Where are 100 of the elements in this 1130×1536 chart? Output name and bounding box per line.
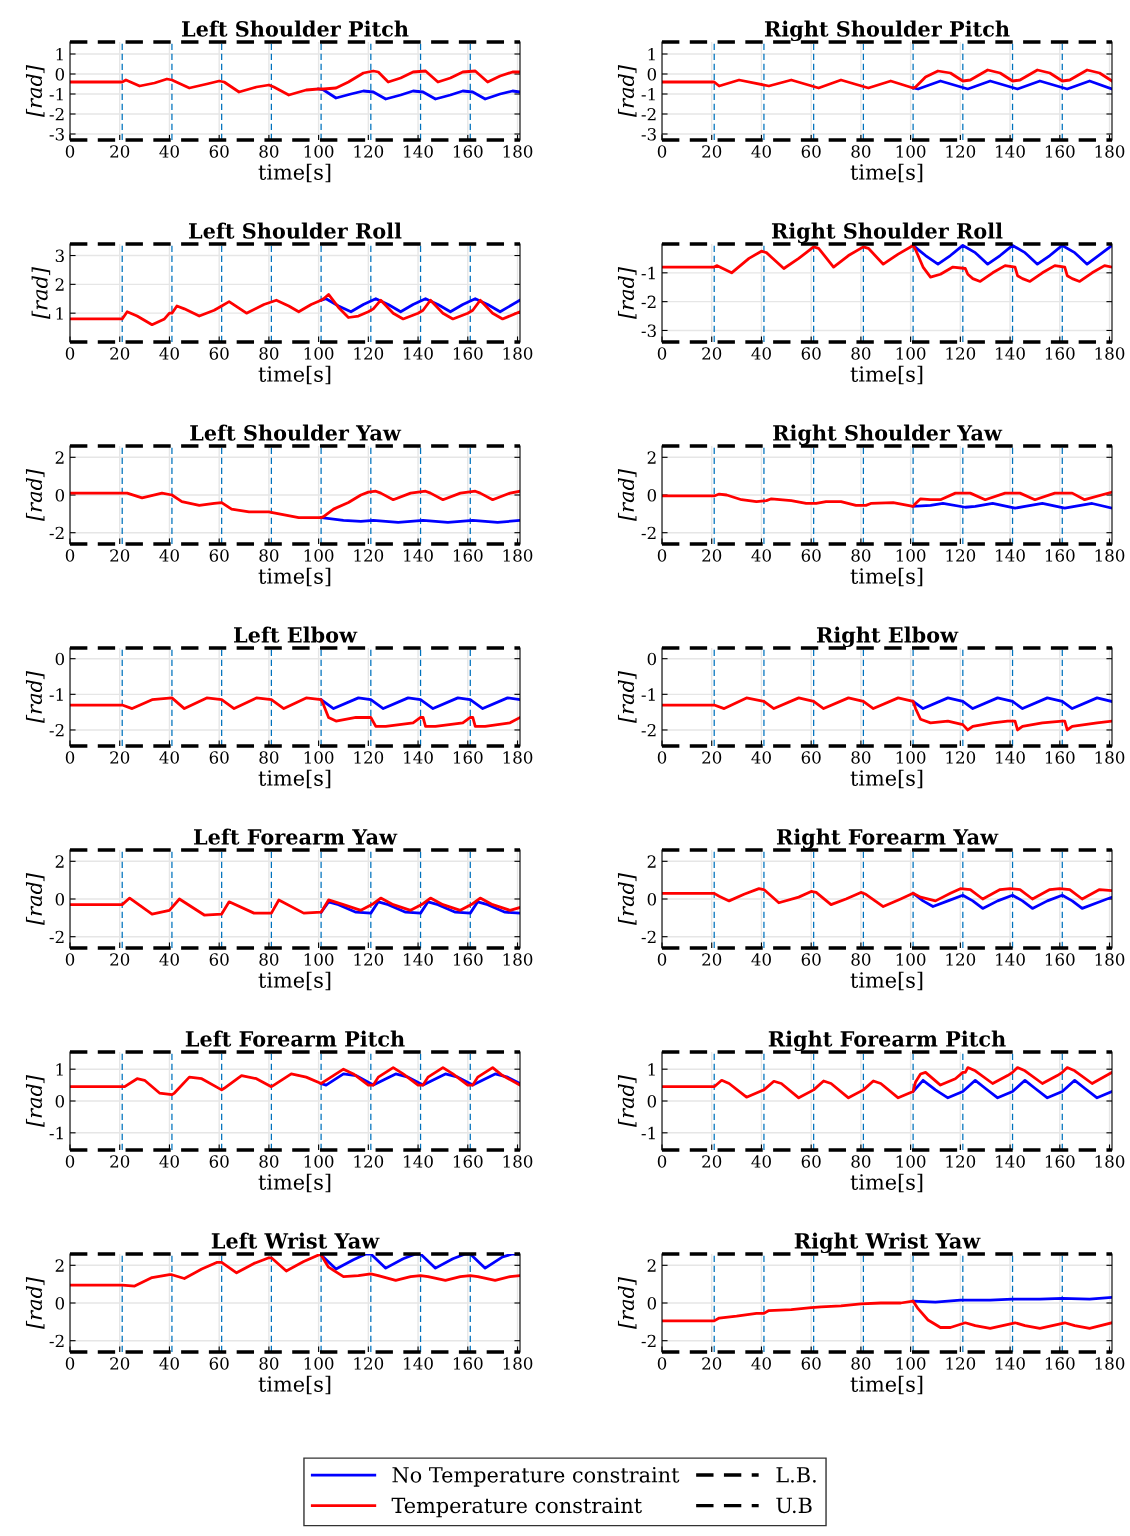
y-tick-label: 0 <box>55 67 65 81</box>
x-tick-label: 100 <box>304 347 334 360</box>
line-series <box>70 69 520 97</box>
x-tick-label: 20 <box>110 1357 130 1370</box>
y-axis-title: [rad] <box>25 872 45 925</box>
y-axis-title: [rad] <box>617 670 637 723</box>
x-tick-label: 100 <box>896 953 926 966</box>
x-tick-label: 100 <box>896 1357 926 1370</box>
x-tick-label: 20 <box>702 953 722 966</box>
x-tick-label: 20 <box>110 751 130 764</box>
legend-label: L.B. <box>776 1467 816 1483</box>
y-axis-title: [rad] <box>25 1276 45 1329</box>
x-tick-label: 100 <box>304 1155 334 1168</box>
line-series <box>70 896 520 917</box>
x-tick-label: 80 <box>259 549 279 562</box>
x-tick-label: 100 <box>304 145 334 158</box>
x-tick-label: 60 <box>801 549 821 562</box>
line-series <box>70 696 520 728</box>
x-tick-label: 40 <box>159 145 179 158</box>
x-tick-label: 100 <box>304 549 334 562</box>
y-tick-label: 0 <box>647 488 657 502</box>
y-tick-label: -2 <box>49 930 64 944</box>
x-tick-label: 140 <box>404 549 433 562</box>
x-tick-label: 180 <box>1095 145 1125 158</box>
line-series <box>70 1254 520 1288</box>
x-tick-label: 60 <box>209 751 229 764</box>
x-tick-label: 120 <box>946 751 976 764</box>
x-tick-label: 60 <box>801 1155 821 1168</box>
line-series <box>70 1066 520 1097</box>
x-tick-label: 80 <box>259 347 279 360</box>
y-tick-label: 0 <box>647 652 657 666</box>
y-tick-label: -2 <box>49 1334 64 1348</box>
y-axis-title: [rad] <box>617 1074 637 1127</box>
x-tick-label: 20 <box>702 1155 722 1168</box>
x-tick-label: 120 <box>354 549 384 562</box>
x-tick-label: 160 <box>453 347 483 360</box>
x-tick-label: 40 <box>159 1155 179 1168</box>
chart-title: Left Forearm Yaw <box>193 828 398 845</box>
x-tick-label: 120 <box>354 1155 384 1168</box>
x-tick-label: 100 <box>896 549 926 562</box>
x-tick-label: 40 <box>159 549 179 562</box>
x-tick-label: 140 <box>404 1357 433 1370</box>
x-tick-label: 160 <box>1045 1155 1075 1168</box>
x-tick-label: 120 <box>946 1357 976 1370</box>
y-tick-label: 1 <box>56 1063 63 1076</box>
y-axis-title: [rad] <box>617 1276 637 1329</box>
x-tick-label: 80 <box>851 1155 871 1168</box>
line-series <box>662 1066 1112 1100</box>
chart-title: Left Shoulder Pitch <box>181 20 409 37</box>
x-tick-label: 40 <box>751 145 771 158</box>
line-series <box>319 900 520 915</box>
x-tick-label: 80 <box>851 347 871 360</box>
x-tick-label: 180 <box>1095 347 1125 360</box>
x-tick-label: 140 <box>996 1357 1025 1370</box>
x-tick-label: 160 <box>453 751 483 764</box>
x-tick-label: 20 <box>110 549 130 562</box>
y-axis-title: [rad] <box>25 468 45 521</box>
x-tick-label: 20 <box>702 549 722 562</box>
y-tick-label: 0 <box>55 892 65 906</box>
y-tick-label: -1 <box>641 1126 655 1140</box>
x-tick-label: 180 <box>503 751 533 764</box>
line-series <box>317 87 520 101</box>
line-series <box>662 68 1112 90</box>
y-axis-title: [rad] <box>617 872 637 925</box>
y-tick-label: 0 <box>55 1094 65 1108</box>
y-tick-label: 0 <box>55 488 65 502</box>
x-tick-label: 120 <box>354 953 384 966</box>
x-tick-label: 20 <box>110 145 130 158</box>
x-tick-label: 40 <box>751 751 771 764</box>
y-tick-label: -2 <box>641 526 656 540</box>
x-tick-label: 60 <box>801 145 821 158</box>
y-tick-label: 0 <box>647 1094 657 1108</box>
x-tick-label: 40 <box>159 347 179 360</box>
x-tick-label: 180 <box>1095 1357 1125 1370</box>
x-tick-label: 180 <box>503 1155 533 1168</box>
x-tick-label: 0 <box>657 549 667 562</box>
x-tick-label: 100 <box>896 145 926 158</box>
x-tick-label: 160 <box>1045 549 1075 562</box>
line-series <box>662 887 1112 908</box>
y-tick-label: -2 <box>641 107 656 121</box>
x-tick-label: 140 <box>996 347 1025 360</box>
x-tick-label: 60 <box>209 953 229 966</box>
x-tick-label: 180 <box>1095 1155 1125 1168</box>
line-series <box>70 489 520 520</box>
x-tick-label: 160 <box>453 1357 483 1370</box>
x-tick-label: 100 <box>304 953 334 966</box>
x-tick-label: 160 <box>1045 145 1075 158</box>
x-tick-label: 100 <box>304 751 334 764</box>
x-tick-label: 140 <box>996 953 1025 966</box>
x-tick-label: 0 <box>657 347 667 360</box>
chart-title: Right Elbow <box>816 626 959 648</box>
x-tick-label: 140 <box>404 347 433 360</box>
x-tick-label: 80 <box>851 1357 871 1370</box>
x-axis-title: time[s] <box>258 365 331 385</box>
y-tick-label: -3 <box>49 127 64 141</box>
x-tick-label: 0 <box>657 145 667 158</box>
y-tick-label: -1 <box>641 688 655 701</box>
x-tick-label: 40 <box>159 751 179 764</box>
y-tick-label: -3 <box>641 324 656 338</box>
x-tick-label: 160 <box>1045 953 1075 966</box>
